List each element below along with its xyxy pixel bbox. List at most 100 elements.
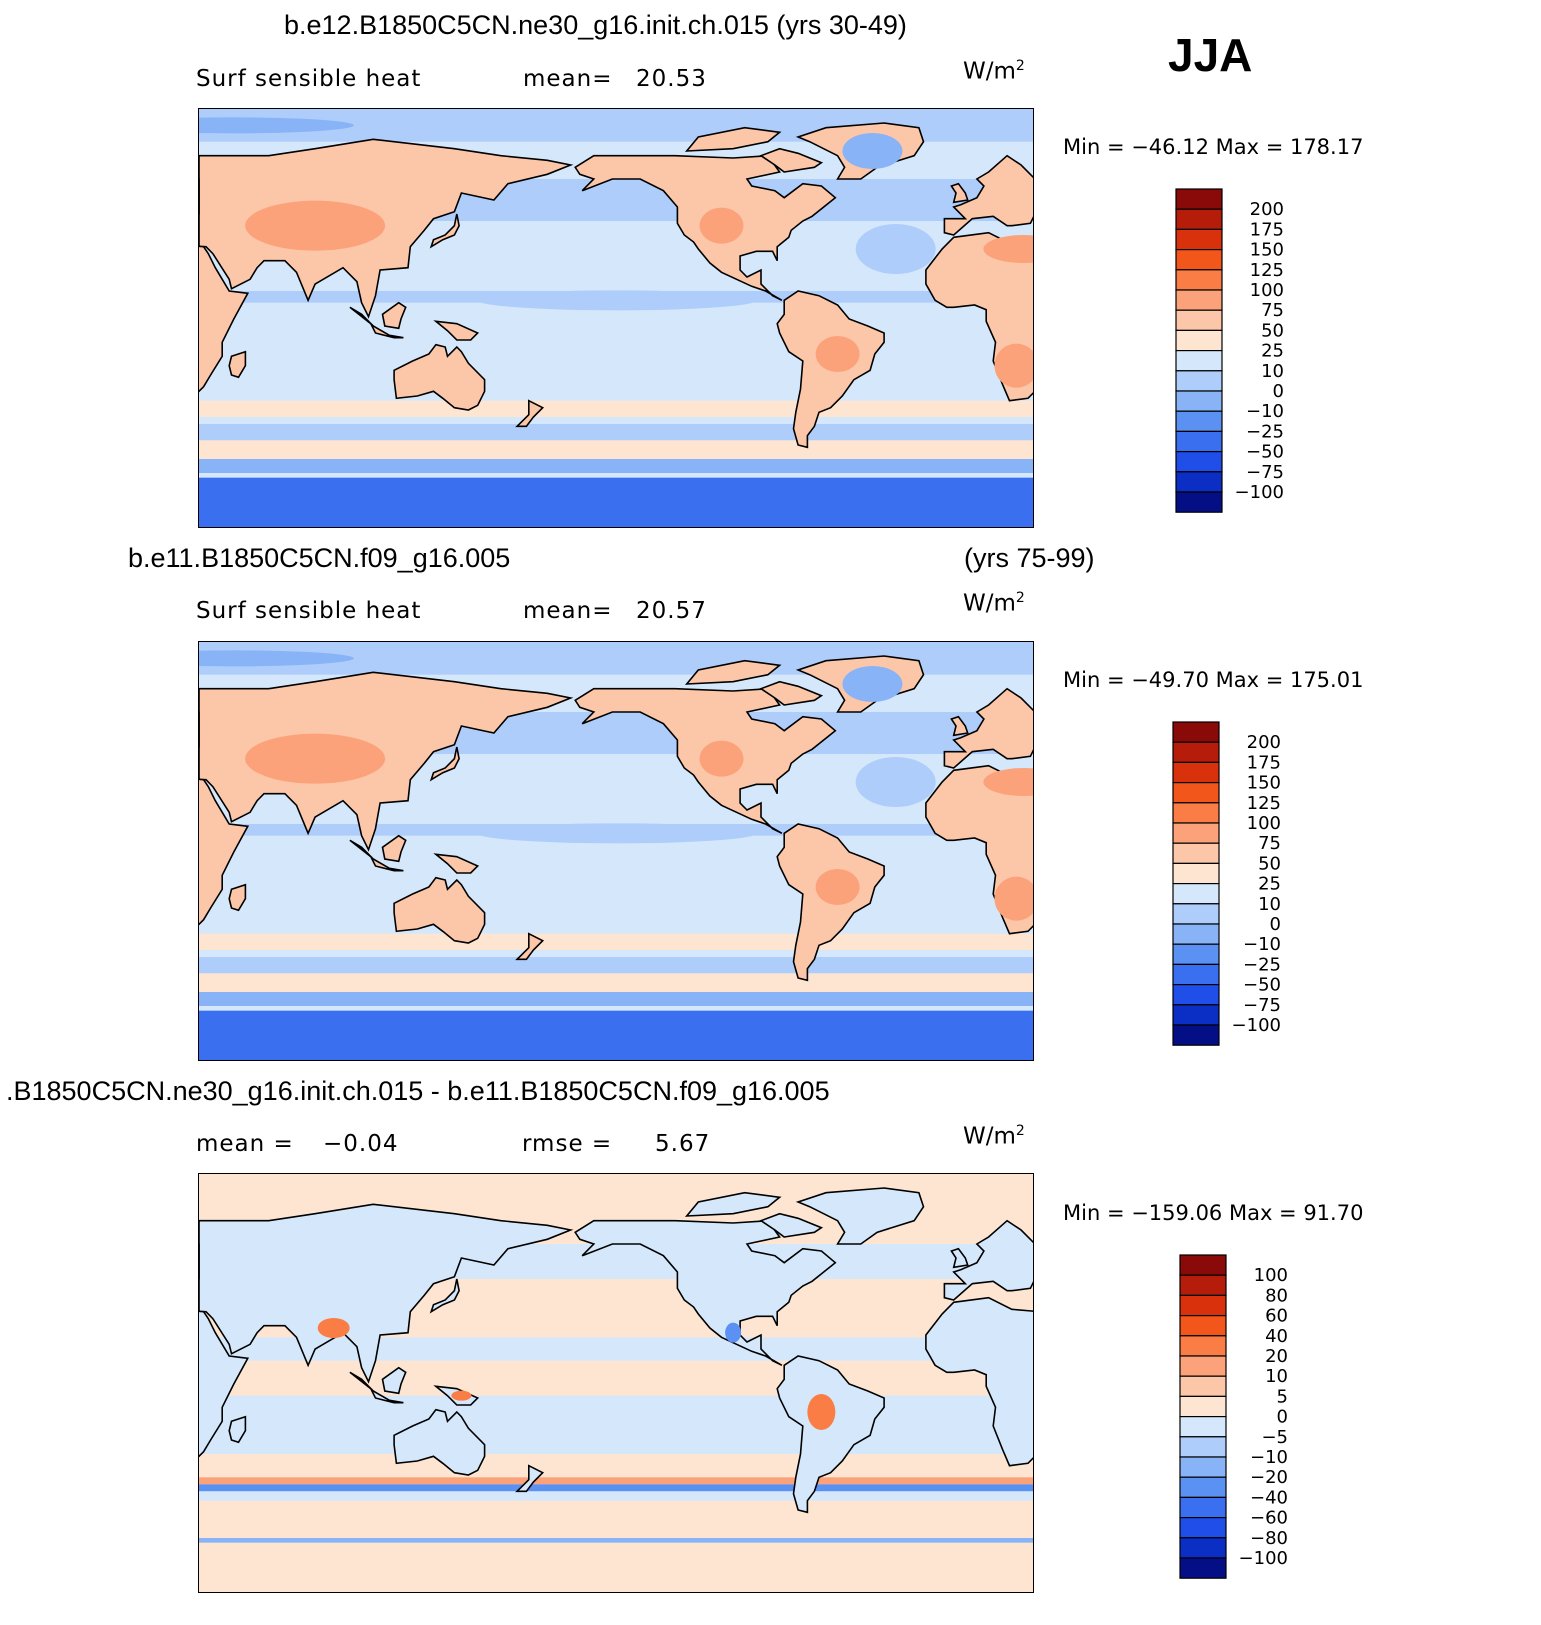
colorbar-swatch [1175,410,1223,432]
colorbar-swatch [1175,491,1223,513]
colorbar-swatch [1172,842,1220,864]
colorbar-swatch [1175,269,1223,291]
colorbar-tick-label: −40 [1250,1487,1288,1508]
panel-1-units: W/m2 [963,58,1025,85]
panel-3-title: .B1850C5CN.ne30_g16.init.ch.015 - b.e11.… [6,1076,830,1106]
colorbar-tick-label: 25 [1258,874,1281,895]
season-label: JJA [1168,29,1253,81]
colorbar-swatch [1175,228,1223,251]
colorbar-tick-label: −100 [1235,482,1284,503]
antarctica-field [199,1542,1033,1592]
colorbar-tick-label: 200 [1250,199,1284,220]
landmass-indonesia [349,306,404,339]
panel-3-min-max: Min = −159.06 Max = 91.70 [1063,1201,1364,1225]
amazon-diff-blob [807,1394,836,1430]
atlantic-blob [855,757,936,807]
panel-3-map-canvas [199,1174,1033,1592]
colorbar-tick-label: −5 [1261,1427,1288,1448]
colorbar-tick-label: −75 [1243,995,1281,1016]
landmass-japan [429,213,460,249]
landmass-australia [393,343,486,411]
panel-2-mean-label: mean= [523,598,613,624]
colorbar-swatch [1179,1476,1227,1498]
colorbar-tick-label: 0 [1270,914,1281,935]
colorbar-swatch [1179,1355,1227,1377]
panel-1-map-canvas [199,109,1033,527]
mexico-diff-blob [725,1322,742,1343]
panel-3-rmse-label: rmse = [522,1131,613,1157]
landmass-newguinea [433,320,480,341]
usa-blob [699,740,744,777]
newguinea-diff-blob [451,1390,472,1401]
panel-2-variable-label: Surf sensible heat [196,598,422,624]
colorbar-swatch [1179,1314,1227,1337]
colorbar-tick-label: 10 [1265,1366,1288,1387]
colorbar-swatch [1179,1436,1227,1458]
colorbar-tick-label: 20 [1265,1346,1288,1367]
landmass-borneo [381,301,407,330]
landmass-australia [393,876,486,944]
colorbar-tick-label: −10 [1246,401,1284,422]
panel-1-mean-label: mean= [523,66,613,92]
landmass-uk [950,182,969,204]
landmass-japan [429,1278,460,1314]
colorbar-swatch [1179,1537,1227,1559]
colorbar-swatch [1175,188,1223,210]
colorbar-tick-label: 0 [1277,1407,1288,1428]
colorbar-tick-label: 100 [1247,813,1281,834]
antarctic-coast-band [199,992,1033,1006]
colorbar-swatch [1172,923,1220,945]
landmass-africa [199,1310,250,1458]
panel-1-title: b.e12.B1850C5CN.ne30_g16.init.ch.015 (yr… [284,10,907,40]
panel-3-rmse-value: 5.67 [655,1131,711,1157]
tropical-diff-band [199,1337,1033,1361]
colorbar-swatch [1179,1557,1227,1579]
panel-1-mean-value: 20.53 [636,66,707,92]
panel-3-mean-value: −0.04 [323,1131,399,1157]
colorbar-swatch [1175,329,1223,352]
colorbar-tick-label: 10 [1258,894,1281,915]
pacific-blob [477,290,757,311]
sahara-blob [983,768,1033,796]
antarctica-field [199,1010,1033,1060]
arctic-cold-blob [199,117,354,134]
southern-red-band [199,1477,1033,1485]
colorbar-swatch [1179,1335,1227,1357]
landmass-africa [925,1296,1033,1467]
landmass-uk [950,715,969,737]
colorbar-tick-label: −25 [1243,954,1281,975]
colorbar-swatch [1172,741,1220,764]
colorbar-tick-label: 5 [1277,1386,1288,1407]
southern-light-band [199,1491,1033,1501]
colorbar-tick-label: −50 [1243,975,1281,996]
colorbar-tick-label: 80 [1265,1285,1288,1306]
colorbar-tick-label: 200 [1247,732,1281,753]
colorbar-swatch [1175,451,1223,473]
landmass-madagascar [228,883,247,912]
colorbar-tick-label: 60 [1265,1306,1288,1327]
colorbar-swatch [1179,1395,1227,1418]
landmass-arcticIslands [684,126,782,152]
colorbar-swatch [1175,208,1223,231]
panel-2-min-max: Min = −49.70 Max = 175.01 [1063,668,1364,692]
colorbar-swatch [1179,1254,1227,1276]
brazil-blob [815,869,860,905]
usa-blob [699,207,744,244]
atlantic-blob [855,224,936,274]
colorbar-tick-label: 75 [1258,833,1281,854]
colorbar-swatch [1172,883,1220,905]
colorbar-tick-label: 150 [1250,240,1284,261]
colorbar-tick-label: 175 [1247,752,1281,773]
panel-3-mean-label: mean = [196,1131,294,1157]
colorbar-tick-label: −60 [1250,1508,1288,1529]
colorbar-swatch [1172,963,1220,986]
colorbar-swatch [1172,984,1220,1006]
colorbar-swatch [1172,1004,1220,1026]
colorbar-tick-label: −50 [1246,442,1284,463]
colorbar-swatch [1179,1456,1227,1478]
colorbar-swatch [1172,761,1220,784]
colorbar-tick-label: 75 [1261,300,1284,321]
colorbar-tick-label: 175 [1250,219,1284,240]
